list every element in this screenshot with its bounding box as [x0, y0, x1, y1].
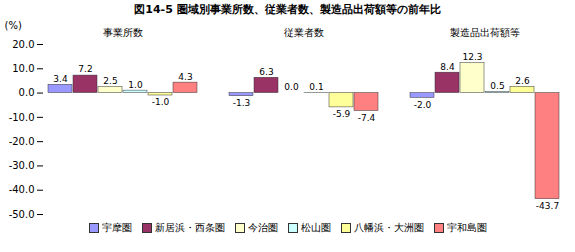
svg-text:12.3: 12.3: [462, 52, 482, 62]
svg-text:3.4: 3.4: [53, 74, 68, 84]
svg-text:従業者数: 従業者数: [284, 27, 324, 38]
svg-text:製造品出荷額等: 製造品出荷額等: [450, 27, 520, 38]
html-text:新居浜・西条圏: 新居浜・西条圏: [154, 222, 225, 233]
svg-text:(%): (%): [5, 20, 22, 31]
svg-text:10.0: 10.0: [12, 63, 34, 74]
html-text:今治圏: 今治圏: [247, 222, 278, 233]
html-text:八幡浜・大洲圏: 八幡浜・大洲圏: [353, 222, 424, 233]
svg-text:-50.0: -50.0: [9, 209, 35, 220]
svg-text:-1.3: -1.3: [233, 98, 251, 108]
svg-text:7.2: 7.2: [78, 64, 92, 74]
svg-text:20.0: 20.0: [12, 39, 34, 50]
svg-text:6.3: 6.3: [259, 67, 273, 77]
svg-text:-43.7: -43.7: [536, 201, 559, 211]
svg-text:-7.4: -7.4: [358, 113, 376, 123]
svg-text:4.3: 4.3: [178, 72, 192, 82]
html-text:宇摩圏: 宇摩圏: [101, 222, 132, 233]
svg-text:-5.9: -5.9: [333, 109, 351, 119]
svg-text:-40.0: -40.0: [9, 184, 35, 195]
svg-text:2.5: 2.5: [103, 76, 117, 86]
html-text:松山圏: 松山圏: [300, 222, 331, 233]
svg-text:2.6: 2.6: [515, 76, 530, 86]
svg-text:0.0: 0.0: [19, 87, 35, 98]
svg-text:事業所数: 事業所数: [103, 27, 143, 38]
svg-text:-10.0: -10.0: [9, 112, 35, 123]
svg-text:1.0: 1.0: [128, 80, 143, 90]
svg-text:8.4: 8.4: [440, 62, 455, 72]
html-text:図14-5 圏域別事業所数、従業者数、製造品出荷額等の前年比: 図14-5 圏域別事業所数、従業者数、製造品出荷額等の前年比: [134, 3, 441, 16]
svg-text:0.5: 0.5: [490, 81, 504, 91]
svg-text:-1.0: -1.0: [152, 97, 170, 107]
svg-text:-20.0: -20.0: [9, 136, 35, 147]
html-text:宇和島圏: 宇和島圏: [446, 222, 487, 233]
svg-text:0.0: 0.0: [284, 82, 299, 92]
svg-text:0.1: 0.1: [309, 82, 323, 92]
svg-text:-2.0: -2.0: [414, 100, 432, 110]
svg-text:-30.0: -30.0: [9, 160, 35, 171]
